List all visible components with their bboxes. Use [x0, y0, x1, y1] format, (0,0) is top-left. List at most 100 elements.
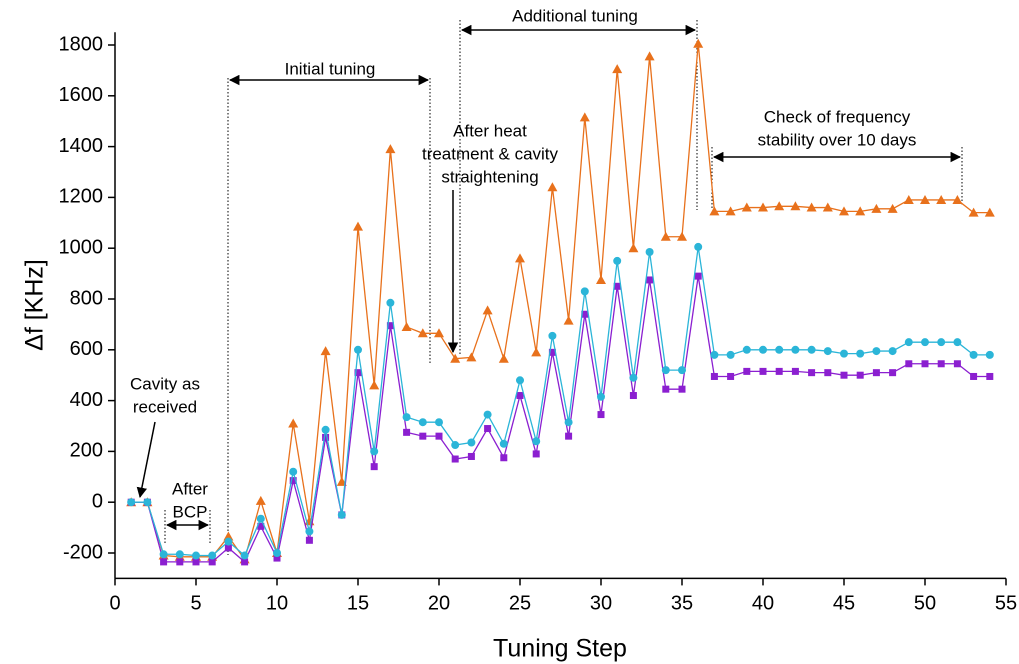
marker — [743, 367, 751, 375]
marker — [872, 347, 881, 356]
marker — [224, 544, 232, 552]
marker — [403, 428, 411, 436]
marker — [710, 372, 718, 380]
marker — [774, 201, 785, 211]
marker — [548, 348, 556, 356]
marker — [289, 467, 298, 476]
series-line — [131, 246, 990, 557]
x-tick-label: 15 — [347, 593, 369, 615]
marker — [581, 310, 589, 318]
marker — [547, 182, 558, 192]
annotation: Check of frequency — [764, 107, 911, 126]
marker — [435, 418, 443, 427]
y-tick-label: 0 — [92, 490, 103, 512]
marker — [256, 514, 265, 523]
y-tick-label: 200 — [70, 440, 103, 462]
marker — [790, 201, 801, 211]
marker — [725, 206, 736, 216]
marker — [969, 350, 978, 359]
marker — [693, 38, 704, 48]
marker — [322, 433, 330, 441]
marker — [807, 345, 816, 354]
marker — [176, 558, 184, 566]
marker — [353, 221, 363, 231]
marker — [661, 366, 670, 375]
x-tick-label: 50 — [914, 593, 936, 615]
marker — [484, 425, 492, 433]
marker — [759, 345, 767, 354]
marker — [354, 345, 362, 354]
marker — [856, 349, 865, 358]
marker — [369, 380, 380, 390]
marker — [678, 385, 686, 393]
x-tick-label: 20 — [428, 593, 450, 615]
y-tick-label: 1200 — [59, 186, 104, 208]
marker — [531, 347, 542, 357]
marker — [321, 425, 330, 434]
marker — [905, 360, 913, 368]
marker — [889, 369, 897, 377]
marker — [580, 287, 589, 296]
annotation: received — [133, 397, 197, 416]
marker — [241, 558, 249, 566]
marker — [677, 231, 687, 241]
marker — [937, 338, 946, 347]
marker — [192, 558, 200, 566]
marker — [273, 554, 281, 562]
marker — [500, 454, 508, 462]
marker — [758, 202, 768, 212]
marker — [418, 418, 427, 427]
marker — [775, 367, 783, 375]
marker — [417, 328, 428, 338]
marker — [855, 206, 866, 216]
y-tick-label: 1800 — [59, 33, 104, 55]
annotation: BCP — [173, 502, 208, 521]
marker — [208, 551, 217, 560]
marker — [451, 455, 459, 463]
marker — [320, 346, 331, 356]
marker — [612, 64, 623, 74]
x-tick-label: 40 — [752, 593, 774, 615]
marker — [435, 432, 443, 440]
annotation: treatment & cavity — [422, 144, 559, 163]
marker — [694, 242, 703, 251]
marker — [872, 369, 880, 377]
marker — [903, 194, 914, 204]
annotation: After heat — [453, 121, 527, 140]
marker — [450, 353, 461, 363]
marker — [159, 550, 168, 559]
marker — [970, 372, 978, 380]
marker — [224, 537, 233, 546]
y-tick-label: -200 — [63, 541, 103, 563]
marker — [937, 360, 945, 368]
marker — [564, 418, 573, 427]
marker — [516, 392, 524, 400]
marker — [984, 207, 995, 217]
marker — [563, 315, 574, 325]
marker — [726, 350, 735, 359]
marker — [952, 194, 963, 204]
marker — [920, 194, 930, 204]
marker — [127, 498, 136, 507]
marker — [742, 345, 751, 354]
marker — [694, 272, 702, 280]
x-tick-label: 0 — [109, 593, 120, 615]
y-tick-label: 800 — [70, 287, 103, 309]
marker — [597, 392, 605, 401]
marker — [646, 276, 654, 284]
x-tick-label: 35 — [671, 593, 693, 615]
marker — [532, 437, 541, 446]
marker — [467, 438, 476, 447]
marker — [791, 367, 799, 375]
marker — [175, 550, 184, 559]
marker — [822, 202, 833, 212]
x-tick-label: 25 — [509, 593, 531, 615]
marker — [678, 366, 686, 375]
y-axis-label: Δf [KHz] — [21, 259, 49, 351]
y-tick-label: 1600 — [59, 84, 104, 106]
marker — [565, 432, 573, 440]
x-tick-label: 10 — [266, 593, 288, 615]
marker — [305, 536, 313, 544]
marker — [709, 206, 720, 216]
